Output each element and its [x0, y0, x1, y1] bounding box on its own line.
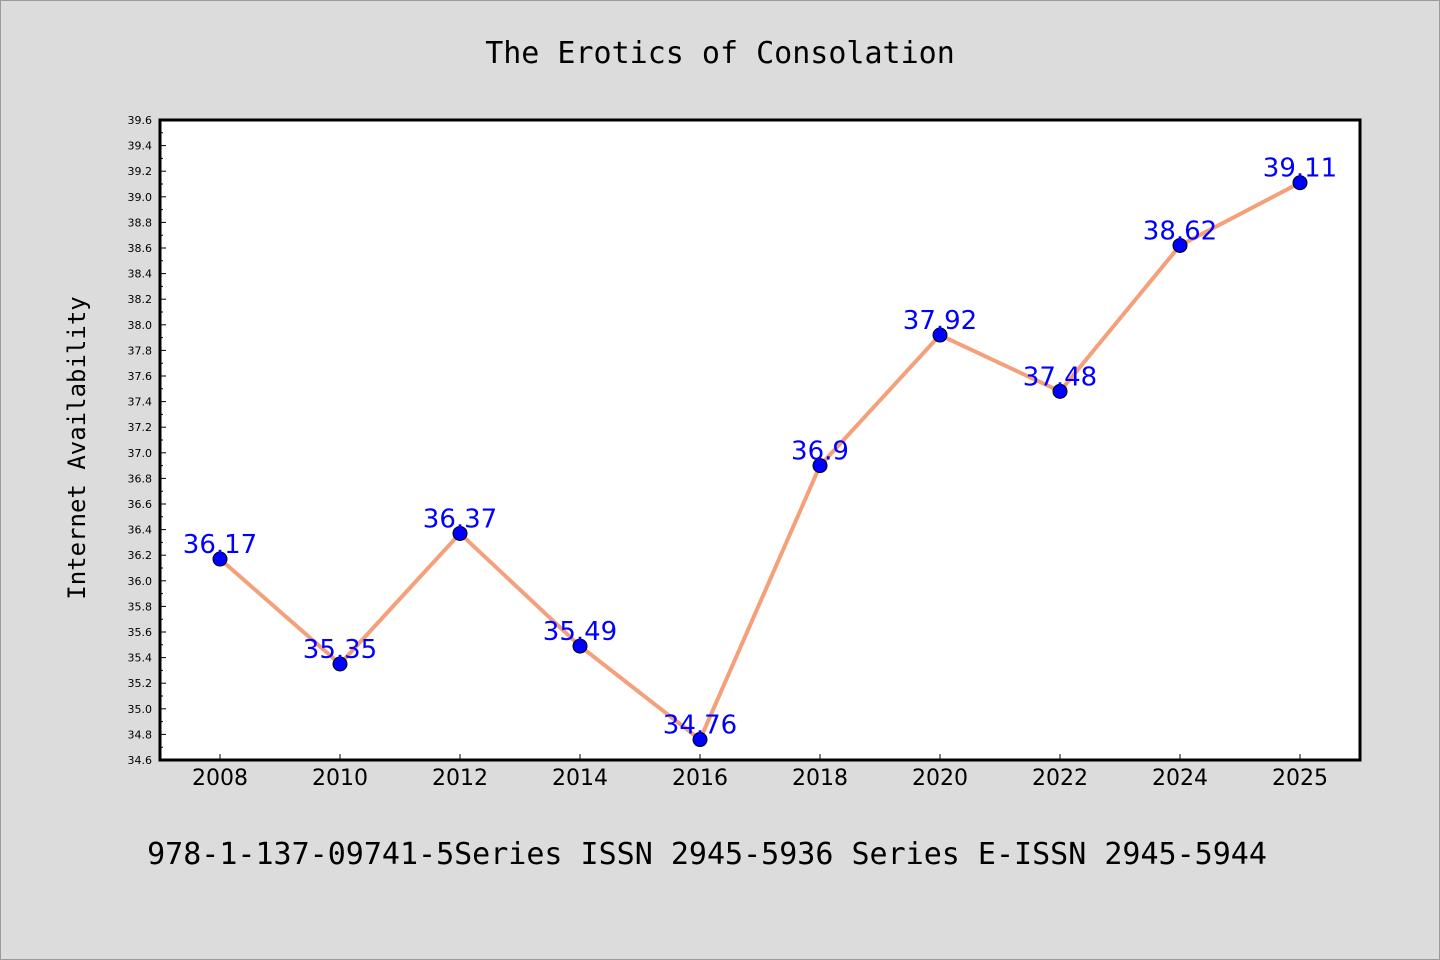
y-tick-label: 36.0: [128, 575, 153, 588]
y-tick-label: 38.2: [128, 293, 153, 306]
data-label-group: 36.17 35.35 36.37 35.49 34.76 36.9 37.92 37.48 3…: [183, 154, 1337, 741]
data-point-label: 35.35: [303, 635, 377, 665]
y-tick-label: 36.8: [128, 472, 153, 485]
x-tick-label: 2014: [552, 766, 608, 791]
y-tick-label: 37.0: [128, 447, 153, 460]
y-tick-label: 34.8: [128, 728, 153, 741]
y-tick-label: 35.0: [128, 703, 153, 716]
y-tick-label: 35.4: [128, 652, 153, 665]
y-tick-label: 38.8: [128, 216, 153, 229]
data-point-label: 34.76: [663, 711, 737, 741]
y-tick-label: 35.6: [128, 626, 153, 639]
data-point-label: 39.11: [1263, 154, 1337, 184]
x-tick-label: 2012: [432, 766, 488, 791]
y-tick-label: 36.2: [128, 549, 153, 562]
data-point-label: 37.48: [1023, 362, 1097, 392]
y-tick-label: 38.4: [128, 268, 153, 281]
x-tick-label: 2022: [1032, 766, 1088, 791]
y-tick-label: 35.2: [128, 677, 153, 690]
y-tick-label: 36.4: [128, 524, 153, 537]
y-tick-label: 37.4: [128, 396, 153, 409]
plot-border: [158, 118, 1362, 762]
y-tick-label: 39.4: [128, 140, 153, 153]
y-tick-label: 39.2: [128, 165, 153, 178]
y-tick-label: 37.6: [128, 370, 153, 383]
data-point-marker: [692, 732, 708, 748]
x-tick-label: 2025: [1272, 766, 1328, 791]
x-tick-label: 2016: [672, 766, 728, 791]
y-tick-label: 38.6: [128, 242, 153, 255]
x-tick-label: 2024: [1152, 766, 1208, 791]
x-axis: 2008 2010 2012 2014 2016 2018 2020 2022 2024 2025: [192, 754, 1328, 791]
data-point-label: 36.17: [183, 530, 257, 560]
y-tick-label: 39.6: [128, 114, 153, 127]
data-point-marker: [332, 656, 348, 672]
x-tick-label: 2018: [792, 766, 848, 791]
series-line: [218, 180, 1301, 742]
y-tick-label: 36.6: [128, 498, 153, 511]
series-line-group: [218, 180, 1301, 742]
data-point-label: 36.9: [791, 437, 849, 467]
data-point-marker: [1172, 237, 1188, 253]
data-point-marker: [812, 458, 828, 474]
data-point-marker: [572, 638, 588, 654]
x-tick-label: 2008: [192, 766, 248, 791]
footer-text: 978-1-137-09741-5Series ISSN 2945-5936 S…: [147, 837, 1267, 872]
data-point-marker: [1292, 175, 1308, 191]
data-point-marker: [212, 551, 228, 567]
chart-title: The Erotics of Consolation: [485, 36, 955, 71]
y-tick-label: 35.8: [128, 600, 153, 613]
y-tick-label: 38.0: [128, 319, 153, 332]
y-tick-label: 39.0: [128, 191, 153, 204]
data-point-marker: [1052, 383, 1068, 399]
y-axis-label: Internet Availability: [63, 296, 91, 599]
y-tick-label: 34.6: [128, 754, 153, 767]
plot-area: [160, 120, 1360, 760]
x-tick-label: 2020: [912, 766, 968, 791]
x-tick-label: 2010: [312, 766, 368, 791]
data-point-label: 36.37: [423, 504, 497, 534]
marker-group: [212, 175, 1308, 748]
data-point-label: 37.92: [903, 306, 977, 336]
data-point-marker: [932, 327, 948, 343]
y-axis: 34.6 34.8 35.0 35.2 35.4 35.6 35.8 36.0 36.2 36.4…: [128, 114, 166, 767]
y-tick-label: 37.8: [128, 344, 153, 357]
data-point-marker: [452, 525, 468, 541]
data-point-label: 35.49: [543, 617, 617, 647]
data-point-label: 38.62: [1143, 216, 1217, 246]
y-tick-label: 37.2: [128, 421, 153, 434]
